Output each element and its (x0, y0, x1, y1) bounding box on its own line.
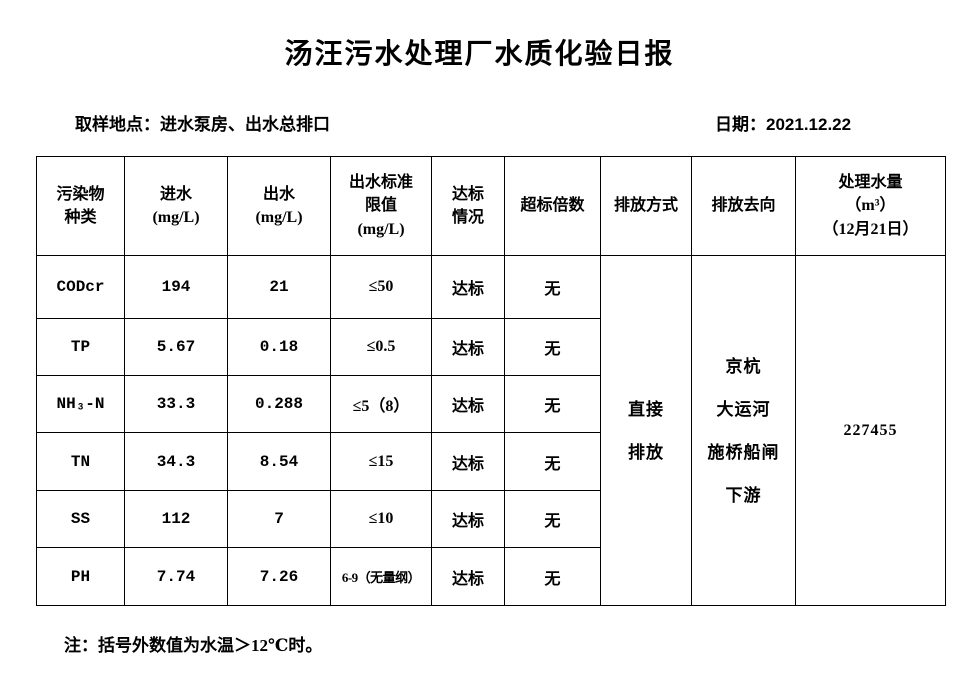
table-header-row: 污染物 种类 进水 (mg/L) 出水 (mg/L) 出水标准 限值 (mg/L… (36, 156, 946, 256)
cell-exceed-value: 无 (504, 318, 601, 376)
cell-pollutant-name: CODcr (36, 255, 125, 319)
cell-compliance-status: 达标 (431, 547, 505, 606)
sample-location-label: 取样地点：进水泵房、出水总排口 (75, 115, 330, 134)
table-row-codcr: CODcr 194 21 ≤50 达标 无 直接 排放 京杭 大运河 施桥船闸 … (36, 255, 946, 606)
cell-pollutant-name: NH₃-N (36, 375, 125, 433)
cell-exceed-value: 无 (504, 255, 601, 319)
cell-exceed-value: 无 (504, 547, 601, 606)
cell-pollutant-name: TP (36, 318, 125, 376)
cell-inflow-value: 7.74 (124, 547, 228, 606)
header-outflow: 出水 (mg/L) (227, 156, 331, 256)
cell-inflow-value: 34.3 (124, 432, 228, 491)
cell-limit-value: ≤50 (330, 255, 432, 319)
table-row-ph: PH 7.74 7.26 6-9（无量纲） 达标 无 (36, 547, 946, 606)
cell-compliance-status: 达标 (431, 432, 505, 491)
cell-limit-value: ≤0.5 (330, 318, 432, 376)
water-quality-table: 污染物 种类 进水 (mg/L) 出水 (mg/L) 出水标准 限值 (mg/L… (36, 156, 946, 606)
cell-compliance-status: 达标 (431, 375, 505, 433)
cell-discharge-dest: 京杭 大运河 施桥船闸 下游 (691, 255, 796, 606)
cell-compliance-status: 达标 (431, 490, 505, 548)
header-limit: 出水标准 限值 (mg/L) (330, 156, 432, 256)
cell-limit-value: ≤15 (330, 432, 432, 491)
cell-inflow-value: 112 (124, 490, 228, 548)
header-exceed-ratio: 超标倍数 (504, 156, 601, 256)
header-volume: 处理水量 （m³） （12月21日） (795, 156, 946, 256)
cell-limit-value: ≤10 (330, 490, 432, 548)
cell-exceed-value: 无 (504, 490, 601, 548)
table-row-tn: TN 34.3 8.54 ≤15 达标 无 (36, 432, 946, 491)
report-date-label: 日期：2021.12.22 (715, 115, 852, 134)
cell-inflow-value: 5.67 (124, 318, 228, 376)
table-row-nh3n: NH₃-N 33.3 0.288 ≤5（8） 达标 无 (36, 375, 946, 433)
cell-inflow-value: 33.3 (124, 375, 228, 433)
cell-pollutant-name: TN (36, 432, 125, 491)
cell-exceed-value: 无 (504, 432, 601, 491)
header-discharge-dest: 排放去向 (691, 156, 796, 256)
header-pollutant: 污染物 种类 (36, 156, 125, 256)
cell-outflow-value: 0.288 (227, 375, 331, 433)
table-row-tp: TP 5.67 0.18 ≤0.5 达标 无 (36, 318, 946, 376)
header-compliance: 达标 情况 (431, 156, 505, 256)
cell-inflow-value: 194 (124, 255, 228, 319)
cell-pollutant-name: PH (36, 547, 125, 606)
header-discharge-mode: 排放方式 (600, 156, 692, 256)
cell-outflow-value: 21 (227, 255, 331, 319)
cell-outflow-value: 8.54 (227, 432, 331, 491)
page-title: 汤汪污水处理厂水质化验日报 (284, 38, 675, 69)
cell-outflow-value: 7 (227, 490, 331, 548)
cell-outflow-value: 7.26 (227, 547, 331, 606)
cell-limit-value: 6-9（无量纲） (330, 547, 432, 606)
header-inflow: 进水 (mg/L) (124, 156, 228, 256)
cell-compliance-status: 达标 (431, 255, 505, 319)
cell-compliance-status: 达标 (431, 318, 505, 376)
cell-volume-value: 227455 (795, 255, 946, 606)
footnote: 注：括号外数值为水温＞12℃时。 (64, 636, 323, 655)
cell-pollutant-name: SS (36, 490, 125, 548)
cell-exceed-value: 无 (504, 375, 601, 433)
cell-discharge-mode: 直接 排放 (600, 255, 692, 606)
cell-limit-value: ≤5（8） (330, 375, 432, 433)
cell-outflow-value: 0.18 (227, 318, 331, 376)
